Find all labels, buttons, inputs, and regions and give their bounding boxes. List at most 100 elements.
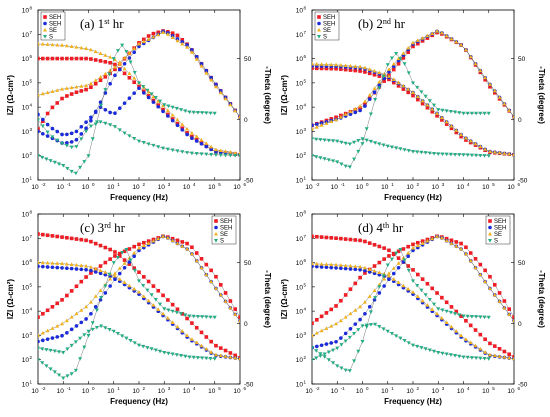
phase-point [416,41,420,46]
magnitude-point [353,238,358,242]
magnitude-point [483,337,487,342]
magnitude-point [199,343,204,348]
phase-point [454,244,459,248]
magnitude-point [394,146,399,151]
magnitude-point [94,325,99,330]
magnitude-point [507,151,512,156]
magnitude-point [204,346,209,351]
phase-point [115,256,120,260]
phase-point [457,111,462,115]
phase-point [122,55,127,60]
phase-point [497,291,502,295]
x-tick-exponent: 2 [143,386,146,391]
magnitude-point [419,346,424,350]
phase-point [137,245,141,250]
magnitude-point [127,134,132,138]
phase-point [474,111,479,116]
magnitude-point [79,56,84,61]
magnitude-point [79,263,84,268]
magnitude-point [420,101,425,106]
phase-point [377,291,382,295]
legend-marker [488,231,492,236]
magnitude-point [65,132,69,137]
magnitude-point [402,148,407,152]
phase-point [180,37,185,42]
y-tick-exponent: 5 [304,78,307,83]
legend-marker [317,27,321,32]
phase-point [137,81,141,86]
magnitude-point [55,138,60,143]
y2-axis-label: -Theta (degree) [537,66,546,124]
magnitude-point [45,122,50,127]
magnitude-point [88,124,93,129]
phase-point [478,272,483,277]
magnitude-point [113,250,117,254]
magnitude-point [89,115,93,120]
magnitude-point [459,134,463,139]
magnitude-point [55,42,60,47]
phase-point [141,85,146,89]
y-tick-label: 10 [296,153,304,160]
phase-point [360,340,365,344]
magnitude-point [38,232,40,236]
x-tick-exponent: 3 [168,386,171,391]
phase-point [512,114,514,119]
magnitude-point [151,284,156,288]
magnitude-point [329,262,334,267]
magnitude-point [358,69,362,73]
magnitude-point [492,344,497,348]
phase-point [82,345,87,350]
x-tick-label: 10 [132,184,140,191]
phase-point [93,305,98,309]
y-axis-label: IZI (Ω-cm²) [280,279,289,320]
phase-point [507,307,511,311]
phase-point [377,86,382,91]
phase-point [314,330,319,335]
phase-point [463,251,468,256]
phase-point [73,368,78,373]
phase-point [502,305,507,310]
phase-point [55,324,60,328]
data-layer [38,232,240,381]
fit-line-magnitude [38,43,240,154]
phase-point [38,129,40,134]
x-tick-label: 10 [31,388,39,395]
magnitude-point [319,62,324,66]
magnitude-point [175,149,180,153]
phase-point [93,78,98,82]
phase-point [348,287,353,291]
y2-tick-label: 50 [244,56,252,63]
phase-point [420,39,425,43]
y2-tick-label: 0 [518,117,522,124]
magnitude-point [84,267,88,272]
magnitude-point [199,141,204,146]
phase-point [420,241,425,245]
magnitude-point [478,144,483,149]
phase-point [444,309,449,314]
magnitude-point [151,94,156,99]
phase-point [199,265,204,270]
magnitude-point [398,336,403,341]
phase-point [162,307,167,311]
x-tick-exponent: -1 [341,386,345,391]
magnitude-point [432,151,437,156]
legend-marker [214,225,218,230]
y-tick-exponent: 2 [304,355,307,360]
magnitude-point [377,74,382,78]
magnitude-point [339,140,344,145]
phase-point [343,315,348,319]
magnitude-point [385,329,390,334]
magnitude-point [228,153,233,158]
phase-point [386,271,391,275]
phase-point [387,277,391,282]
phase-point [363,104,367,108]
phase-point [98,288,103,293]
magnitude-point [112,273,117,278]
magnitude-point [194,139,199,143]
phase-point [38,154,40,158]
phase-point [352,157,357,162]
phase-point [213,286,218,290]
legend-label: S [49,35,53,41]
magnitude-point [38,41,40,46]
